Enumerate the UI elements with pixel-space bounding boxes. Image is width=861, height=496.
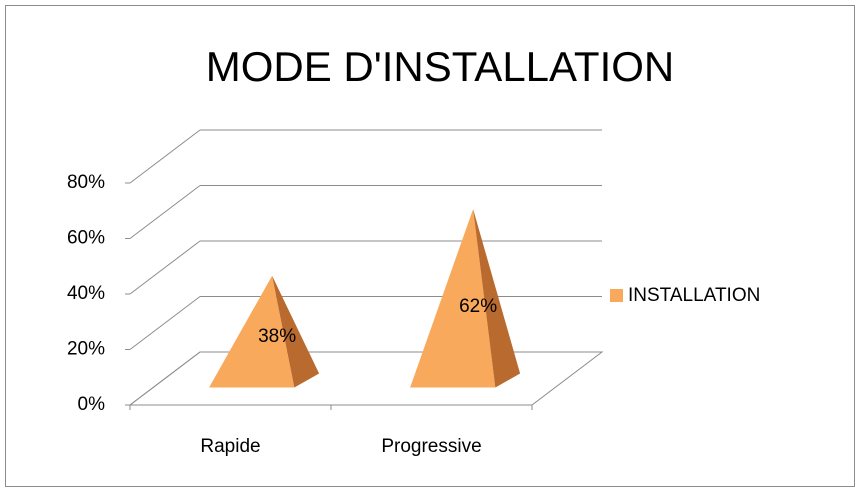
pyramid-front	[209, 275, 295, 388]
pyramid-side	[473, 209, 521, 388]
grid-line-side	[129, 240, 201, 295]
chart-border	[5, 5, 855, 487]
pyramid-side	[272, 275, 320, 388]
grid-line-side	[129, 351, 201, 406]
grid-line-side	[129, 129, 201, 184]
legend-label: INSTALLATION	[628, 285, 760, 306]
x-tick-label: Progressive	[381, 436, 481, 457]
y-tick-label: 20%	[67, 339, 105, 360]
grid-line-side	[129, 185, 201, 239]
y-tick-label: 60%	[67, 228, 105, 249]
pyramid-front	[410, 209, 496, 388]
value-label: 38%	[258, 326, 296, 347]
y-tick-label: 0%	[78, 394, 106, 415]
value-label: 62%	[459, 296, 497, 317]
grid-line-side	[129, 296, 201, 350]
legend-swatch	[610, 289, 623, 302]
y-tick-label: 40%	[67, 283, 105, 304]
x-tick-label: Rapide	[200, 436, 260, 457]
chart-title: MODE D'INSTALLATION	[206, 43, 675, 90]
y-tick-label: 80%	[67, 172, 105, 193]
